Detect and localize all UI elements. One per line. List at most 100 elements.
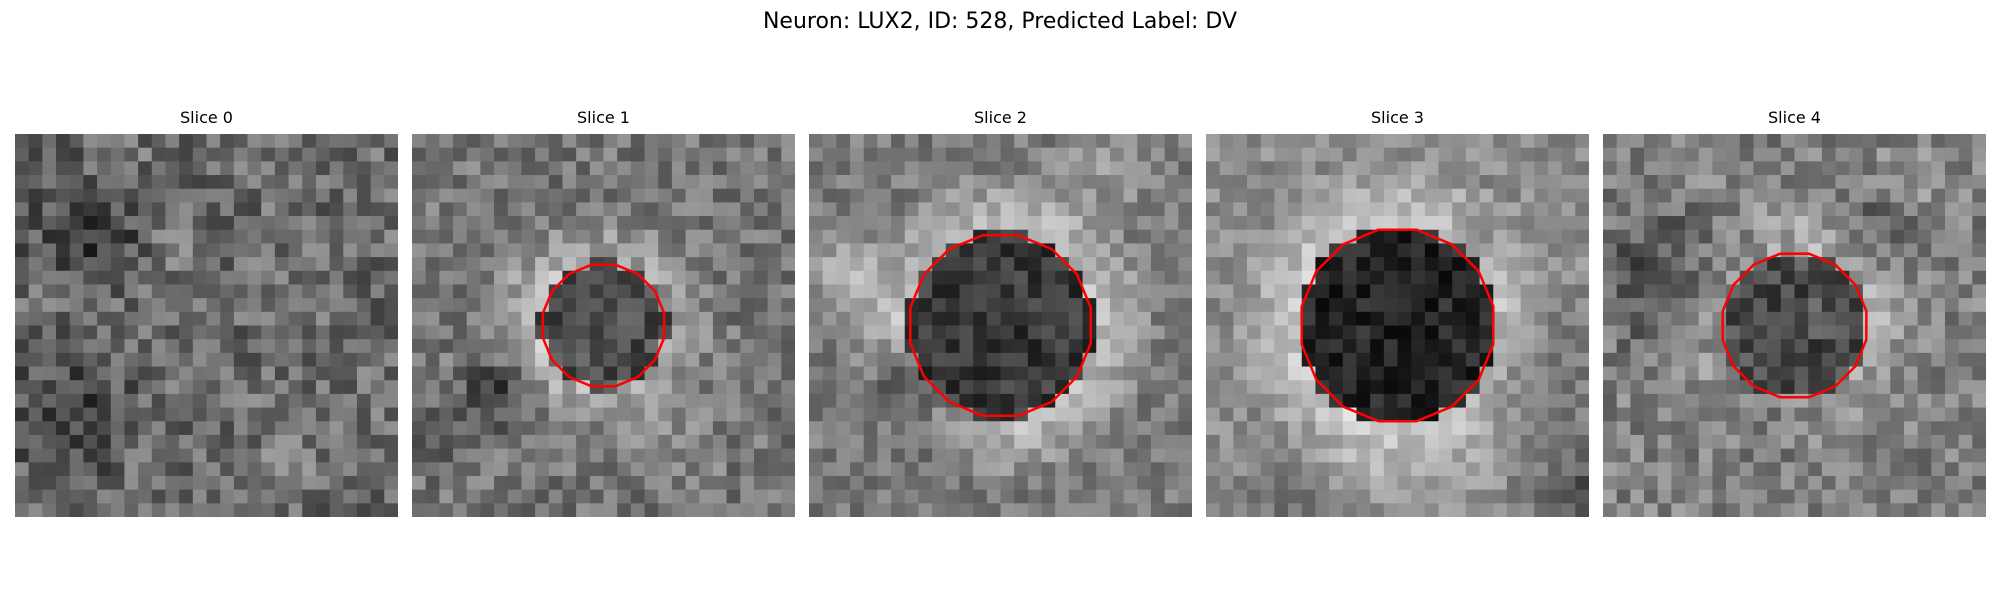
image-pixel [1849, 393, 1864, 409]
image-pixel [1123, 175, 1138, 190]
image-pixel [1903, 311, 1919, 327]
image-pixel [151, 202, 167, 217]
image-pixel [1068, 298, 1084, 313]
image-pixel [179, 311, 194, 327]
image-pixel [1712, 270, 1727, 286]
image-pixel [562, 462, 577, 477]
image-pixel [1671, 489, 1686, 504]
image-pixel [589, 161, 605, 176]
image-pixel [959, 202, 974, 217]
image-pixel [1931, 229, 1946, 245]
image-pixel [1397, 434, 1412, 450]
image-pixel [247, 188, 262, 203]
image-pixel [1000, 352, 1015, 368]
image-pixel [1260, 448, 1275, 463]
image-pixel [261, 134, 276, 149]
image-pixel [83, 325, 98, 340]
image-pixel [1137, 175, 1152, 190]
image-pixel [220, 380, 235, 395]
image-pixel [1164, 311, 1179, 327]
image-pixel [412, 243, 427, 258]
image-pixel [1082, 475, 1097, 491]
image-pixel [329, 311, 344, 327]
image-pixel [179, 257, 194, 272]
image-pixel [904, 257, 920, 272]
image-pixel [521, 311, 536, 327]
image-pixel [1753, 229, 1768, 245]
image-pixel [42, 134, 57, 149]
image-pixel [1109, 270, 1125, 286]
image-pixel [1041, 434, 1056, 450]
image-pixel [370, 421, 385, 436]
image-pixel [685, 243, 700, 258]
image-pixel [1808, 475, 1823, 491]
image-pixel [1219, 393, 1234, 409]
image-pixel [1534, 475, 1549, 491]
image-pixel [1123, 202, 1138, 217]
image-pixel [945, 257, 961, 272]
image-pixel [685, 393, 700, 409]
image-pixel [15, 366, 30, 381]
image-pixel [945, 407, 961, 422]
image-pixel [343, 147, 358, 162]
image-pixel [1603, 298, 1618, 313]
image-pixel [932, 462, 947, 477]
image-pixel [179, 229, 194, 245]
image-pixel [1027, 434, 1043, 450]
image-pixel [1739, 434, 1755, 450]
image-pixel [1233, 503, 1248, 517]
image-pixel [1247, 339, 1262, 354]
image-pixel [288, 202, 303, 217]
image-pixel [261, 216, 276, 231]
image-pixel [521, 380, 536, 395]
image-pixel [1315, 448, 1330, 463]
image-pixel [1206, 421, 1221, 436]
image-pixel [535, 270, 550, 286]
image-pixel [412, 284, 427, 299]
image-pixel [1219, 421, 1234, 436]
image-pixel [576, 298, 591, 313]
image-pixel [1137, 134, 1152, 149]
image-pixel [1465, 421, 1481, 436]
image-pixel [1274, 147, 1289, 162]
image-pixel [1780, 352, 1796, 368]
image-pixel [986, 202, 1002, 217]
image-pixel [1123, 393, 1138, 409]
image-pixel [247, 325, 262, 340]
image-pixel [863, 462, 878, 477]
image-pixel [767, 380, 782, 395]
image-pixel [1821, 489, 1837, 504]
image-pixel [1547, 188, 1563, 203]
image-pixel [809, 475, 824, 491]
slice-image [15, 134, 398, 517]
image-pixel [1233, 298, 1248, 313]
image-pixel [1685, 448, 1700, 463]
image-pixel [1685, 325, 1700, 340]
image-pixel [1479, 489, 1494, 504]
image-pixel [1150, 475, 1166, 491]
image-pixel [1575, 229, 1589, 245]
image-pixel [206, 339, 221, 354]
image-pixel [1616, 270, 1631, 286]
image-pixel [973, 366, 988, 381]
image-pixel [753, 380, 769, 395]
image-pixel [1561, 489, 1576, 504]
image-pixel [1288, 229, 1303, 245]
image-pixel [1944, 380, 1960, 395]
image-pixel [1821, 475, 1837, 491]
image-pixel [138, 407, 153, 422]
image-pixel [1288, 489, 1303, 504]
image-pixel [1671, 352, 1686, 368]
image-pixel [1739, 339, 1755, 354]
image-pixel [1096, 448, 1111, 463]
image-pixel [138, 366, 153, 381]
image-pixel [329, 298, 344, 313]
image-pixel [1506, 462, 1522, 477]
image-pixel [836, 489, 851, 504]
image-pixel [370, 407, 385, 422]
image-pixel [220, 366, 235, 381]
image-pixel [69, 216, 84, 231]
image-pixel [1041, 270, 1056, 286]
image-pixel [1383, 352, 1399, 368]
image-pixel [439, 284, 454, 299]
